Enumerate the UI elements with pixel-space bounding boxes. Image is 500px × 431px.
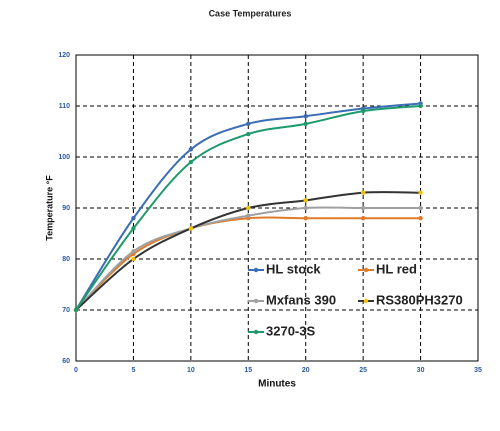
legend-marker: [363, 298, 369, 304]
legend-label: HL stock: [266, 261, 321, 276]
data-point: [418, 190, 423, 195]
data-point: [303, 216, 308, 221]
y-tick-label: 90: [62, 205, 70, 212]
x-tick-label: 5: [131, 367, 135, 374]
data-point: [131, 256, 136, 262]
x-tick-label: 15: [244, 367, 252, 374]
legend-label: RS380PH3270: [376, 292, 463, 307]
data-point: [360, 190, 366, 195]
y-tick-label: 70: [62, 307, 70, 314]
chart-title: Case Temperatures: [209, 8, 292, 18]
y-tick-label: 80: [62, 256, 70, 263]
data-point: [188, 147, 194, 152]
data-point: [418, 205, 423, 211]
data-point: [303, 114, 308, 119]
x-tick-label: 0: [74, 367, 78, 374]
data-point: [360, 108, 366, 114]
x-tick-label: 20: [302, 367, 310, 374]
data-point: [131, 249, 136, 254]
x-axis-label: Minutes: [258, 379, 296, 390]
legend-label: Mxfans 390: [266, 292, 336, 307]
data-point: [246, 121, 251, 127]
data-point: [418, 216, 423, 221]
data-point: [303, 198, 308, 203]
x-tick-label: 25: [359, 367, 367, 374]
data-point: [131, 226, 136, 231]
data-point: [418, 103, 423, 109]
x-tick-label: 30: [417, 367, 425, 374]
data-point: [246, 131, 251, 137]
legend-label: HL red: [376, 261, 417, 276]
data-point: [303, 121, 308, 127]
data-point: [188, 159, 194, 165]
legend-marker: [253, 298, 259, 304]
data-point: [360, 216, 366, 221]
y-tick-label: 100: [58, 154, 70, 161]
y-axis-label: Temperature °F: [44, 175, 54, 241]
data-point: [360, 205, 366, 211]
y-tick-label: 60: [62, 358, 70, 365]
x-tick-label: 10: [187, 367, 195, 374]
legend-marker: [253, 329, 259, 335]
data-point: [246, 205, 251, 211]
legend-marker: [363, 267, 369, 273]
data-point: [246, 213, 251, 218]
data-point: [303, 205, 308, 211]
legend-label: 3270-3S: [266, 323, 315, 338]
y-tick-label: 110: [59, 103, 70, 110]
x-tick-label: 35: [474, 367, 482, 374]
data-point: [131, 216, 136, 221]
data-point: [188, 226, 194, 231]
y-tick-label: 120: [58, 52, 70, 59]
legend-marker: [253, 267, 259, 273]
data-point: [73, 307, 79, 313]
